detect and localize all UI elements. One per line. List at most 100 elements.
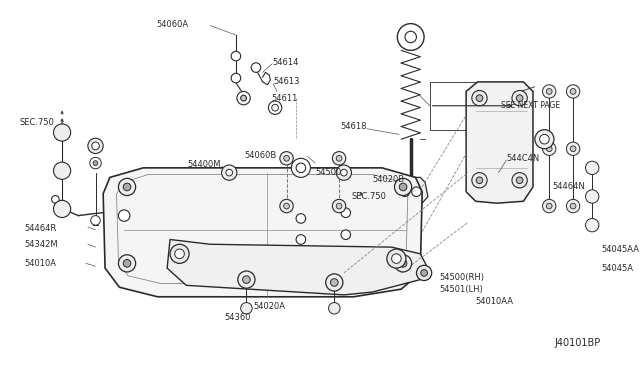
Circle shape [332,152,346,165]
Text: 54500: 54500 [316,168,342,177]
Text: 54045AA: 54045AA [602,244,640,254]
Circle shape [92,142,99,150]
Text: SEC.750: SEC.750 [351,192,387,201]
Circle shape [516,177,523,184]
Circle shape [512,173,527,188]
Circle shape [547,89,552,94]
Circle shape [241,302,252,314]
Text: J40101BP: J40101BP [554,338,600,348]
Text: 54464N: 54464N [552,182,585,192]
Circle shape [476,177,483,184]
Circle shape [332,199,346,213]
Text: 54611: 54611 [271,94,298,103]
Circle shape [399,260,407,267]
Circle shape [535,130,554,149]
Circle shape [547,203,552,209]
Circle shape [472,90,487,106]
Polygon shape [466,82,533,203]
Text: 54613: 54613 [273,77,300,86]
Circle shape [586,161,599,174]
Circle shape [296,163,306,173]
Circle shape [226,169,232,176]
Circle shape [170,244,189,263]
Circle shape [570,89,576,94]
Circle shape [118,178,136,196]
Text: 54464R: 54464R [24,224,56,232]
Circle shape [586,190,599,203]
Circle shape [296,214,306,223]
Text: SEC.750: SEC.750 [19,118,54,128]
Circle shape [54,201,70,218]
Text: 54400M: 54400M [188,160,221,170]
Circle shape [400,187,410,196]
Polygon shape [167,240,428,295]
Circle shape [336,165,351,180]
Text: 544C4N: 544C4N [506,154,540,163]
Circle shape [280,199,293,213]
Text: 54501(LH): 54501(LH) [440,285,483,294]
Circle shape [394,178,412,196]
Text: 54060A: 54060A [156,20,188,29]
Text: 54360: 54360 [225,313,251,322]
Circle shape [336,203,342,209]
Circle shape [397,24,424,50]
Circle shape [566,199,580,213]
Circle shape [52,196,60,203]
Polygon shape [394,177,428,206]
Text: 54010A: 54010A [24,259,56,268]
Circle shape [472,173,487,188]
Circle shape [280,152,293,165]
Circle shape [543,142,556,155]
Circle shape [243,276,250,283]
Bar [293,164,308,171]
Circle shape [90,157,101,169]
Circle shape [238,271,255,288]
Text: 54020B: 54020B [372,175,404,184]
Circle shape [336,155,342,161]
Circle shape [326,274,343,291]
Circle shape [88,138,103,154]
Circle shape [221,165,237,180]
Circle shape [394,255,412,272]
Circle shape [570,146,576,152]
Circle shape [284,155,289,161]
Circle shape [231,51,241,61]
Circle shape [231,73,241,83]
Circle shape [540,134,549,144]
Circle shape [272,104,278,111]
Circle shape [543,199,556,213]
Circle shape [124,260,131,267]
Circle shape [405,31,417,43]
Text: 54020A: 54020A [253,302,285,311]
Bar [430,82,497,130]
Circle shape [570,203,576,209]
Circle shape [330,279,338,286]
Circle shape [399,183,407,191]
Circle shape [543,85,556,98]
Circle shape [392,254,401,263]
Circle shape [547,146,552,152]
Text: 54060B: 54060B [244,151,277,160]
Circle shape [91,216,100,225]
Polygon shape [103,168,422,297]
Circle shape [586,218,599,232]
Circle shape [54,124,70,141]
Text: SEE NEXT PAGE: SEE NEXT PAGE [502,101,561,110]
Circle shape [420,270,428,276]
Circle shape [93,161,98,166]
Text: 54045A: 54045A [602,264,634,273]
Circle shape [268,101,282,114]
Text: 54618: 54618 [340,122,367,131]
Circle shape [124,183,131,191]
Circle shape [252,63,260,72]
Circle shape [175,249,184,259]
Circle shape [417,265,432,280]
Circle shape [241,95,246,101]
Circle shape [296,235,306,244]
Text: 54010AA: 54010AA [476,297,514,306]
Circle shape [566,142,580,155]
Circle shape [118,210,130,221]
Circle shape [387,249,406,268]
Circle shape [341,230,351,240]
Circle shape [512,90,527,106]
